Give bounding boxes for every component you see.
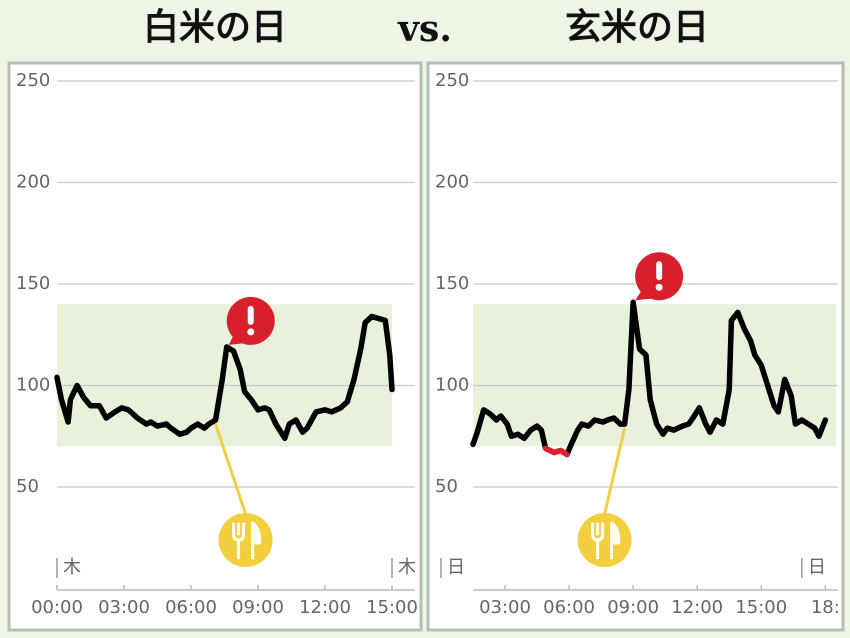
alert-icon <box>635 252 684 301</box>
knife <box>610 521 621 560</box>
y-tick-label: 150 <box>435 273 469 294</box>
knife <box>251 521 262 560</box>
fork <box>232 522 246 560</box>
y-tick-label: 100 <box>435 374 469 395</box>
glucose-line <box>470 299 829 458</box>
alert-bang <box>656 261 663 281</box>
alert-icon <box>226 296 275 345</box>
right-title: 玄米の日 <box>565 6 709 48</box>
meal-icon <box>218 513 273 567</box>
meal-circle <box>577 513 632 567</box>
y-tick-label: 50 <box>435 476 458 497</box>
x-tick-label: 06:00 <box>543 597 595 618</box>
fork <box>591 522 605 560</box>
x-tick-label: 03:00 <box>479 597 531 618</box>
alert-dot <box>247 328 255 336</box>
y-tick-label: 250 <box>435 70 469 91</box>
meal-icon <box>577 513 632 567</box>
y-tick-label: 250 <box>16 70 50 91</box>
low-segment <box>542 445 570 458</box>
x-tick-label: 03:00 <box>98 597 150 618</box>
glucose-line <box>54 313 395 442</box>
alert-bang <box>247 305 254 325</box>
day-label: 木 <box>63 557 81 578</box>
meal-pointer <box>603 427 627 515</box>
x-tick-label: 12:00 <box>671 597 723 618</box>
x-tick-label: 15:00 <box>366 597 418 618</box>
day-label: 日 <box>447 557 465 578</box>
x-tick-label: 12:00 <box>299 597 351 618</box>
x-tick-label: 18: <box>811 597 840 618</box>
day-label: 木 <box>398 557 416 578</box>
separator: vs. <box>397 8 452 50</box>
left-title: 白米の日 <box>143 6 287 48</box>
meal-circle <box>218 513 273 567</box>
y-tick-label: 50 <box>16 476 39 497</box>
alert-dot <box>655 283 663 291</box>
x-tick-label: 09:00 <box>607 597 659 618</box>
x-tick-label: 00:00 <box>31 597 83 618</box>
x-tick-label: 15:00 <box>735 597 787 618</box>
y-tick-label: 150 <box>16 273 50 294</box>
day-label: 日 <box>808 557 826 578</box>
x-tick-label: 09:00 <box>232 597 284 618</box>
y-tick-label: 100 <box>16 374 50 395</box>
meal-pointer <box>214 423 247 515</box>
x-tick-label: 06:00 <box>165 597 217 618</box>
y-tick-label: 200 <box>435 171 469 192</box>
y-tick-label: 200 <box>16 171 50 192</box>
